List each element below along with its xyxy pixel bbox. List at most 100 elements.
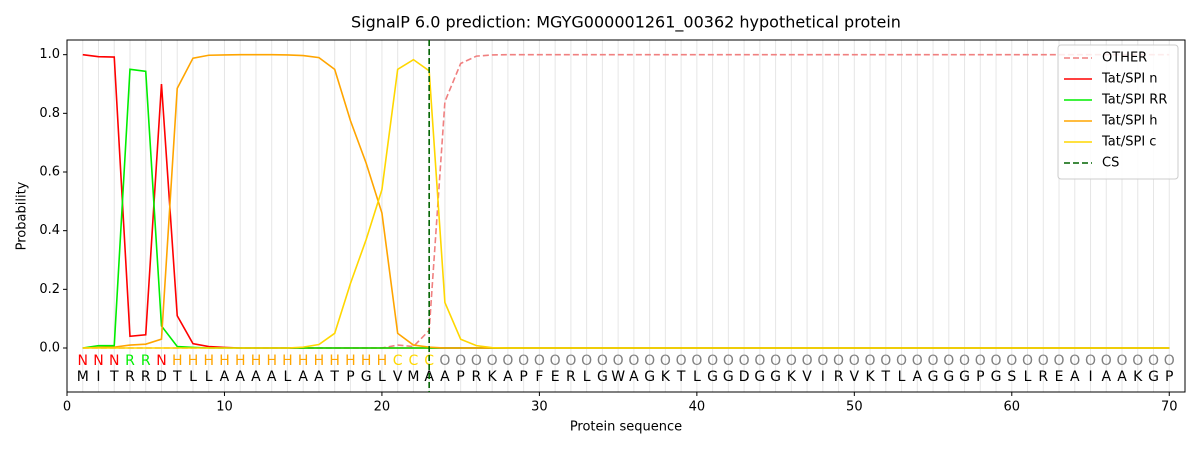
label-letter: O [959,353,970,369]
x-tick-label: 30 [531,400,548,415]
series-line [82,58,1170,349]
label-letter: H [219,353,230,369]
label-letter: O [1006,353,1017,369]
series-line [82,53,1170,349]
label-letter: O [534,353,545,369]
label-letter: O [928,353,939,369]
legend: OTHER Tat/SPI n Tat/SPI RR Tat/SPI h Tat/SPI… [1057,44,1179,180]
label-letter: O [802,353,813,369]
sequence-letter: G [928,369,939,385]
label-letter: O [502,353,513,369]
label-letter: C [409,353,419,369]
sequence-letter: G [597,369,608,385]
sequence-letter: I [821,369,825,385]
y-tick-label: 0.6 [39,165,60,180]
x-tick-label: 0 [63,400,71,415]
legend-label: Tat/SPI RR [1101,93,1167,108]
sequence-letter: R [141,369,151,385]
label-letter: H [314,353,325,369]
x-tick-label: 10 [216,400,233,415]
legend-label: Tat/SPI c [1101,135,1156,150]
sequence-letter: R [834,369,844,385]
label-letter: O [975,353,986,369]
sequence-letter: T [881,369,891,385]
label-letter: H [298,353,309,369]
sequence-letter: E [551,369,560,385]
label-letter: H [203,353,214,369]
label-letter: R [141,353,151,369]
label-letter: C [393,353,403,369]
label-letter: O [439,353,450,369]
sequence-letter: V [393,369,403,385]
sequence-letter: L [898,369,906,385]
sequence-letter: A [1101,369,1111,385]
sequence-letter: G [991,369,1002,385]
sequence-letter: A [251,369,261,385]
label-letter: N [109,353,119,369]
chart-title: SignalP 6.0 prediction: MGYG000001261_00… [351,13,901,33]
label-letter: O [1132,353,1143,369]
sequence-letter: K [787,369,797,385]
sequence-letter: A [503,369,513,385]
sequence-letter: A [298,369,308,385]
label-letter: R [125,353,135,369]
y-tick-label: 0.2 [39,282,60,297]
label-letter: O [487,353,498,369]
label-letter: O [817,353,828,369]
x-tick-label: 60 [1004,400,1021,415]
label-letter: O [896,353,907,369]
sequence-letter: E [1055,369,1064,385]
sequence-letter: K [488,369,498,385]
sequence-letter: G [361,369,372,385]
sequence-letter: K [865,369,875,385]
legend-label: Tat/SPI n [1101,72,1158,87]
sequence-letter: A [1117,369,1127,385]
label-letter: O [754,353,765,369]
label-letter: O [518,353,529,369]
label-letter: O [739,353,750,369]
sequence-letter: L [1024,369,1032,385]
sequence-letter: P [346,369,354,385]
label-letter: O [1164,353,1175,369]
label-letter: O [613,353,624,369]
sequence-letter: G [959,369,970,385]
label-letter: O [581,353,592,369]
label-letter: O [644,353,655,369]
label-letter: H [377,353,388,369]
sequence-letter: A [267,369,277,385]
label-letter: O [1038,353,1049,369]
plot-frame [66,39,1186,393]
label-letter: O [1116,353,1127,369]
x-tick-label: 40 [689,400,706,415]
sequence-letter: A [629,369,639,385]
label-letter: O [1022,353,1033,369]
sequence-letter: T [676,369,686,385]
sequence-letter: P [519,369,527,385]
sequence-letter: G [1148,369,1159,385]
sequence-letter: L [693,369,701,385]
label-letter: O [1148,353,1159,369]
label-letter: O [991,353,1002,369]
sequence-letter: F [535,369,543,385]
sequence-letter: A [1070,369,1080,385]
sequence-letter: L [205,369,213,385]
sequence-letter: A [913,369,923,385]
sequence-letter: P [976,369,984,385]
label-letter: H [266,353,277,369]
label-letter: O [1054,353,1065,369]
sequence-letter: K [1133,369,1143,385]
x-tick-label: 50 [846,400,863,415]
label-letter: H [235,353,246,369]
label-letter: N [93,353,103,369]
sequence-letter: R [566,369,576,385]
sequence-letter: A [314,369,324,385]
label-letter: O [565,353,576,369]
label-letter: H [172,353,183,369]
sequence-letter: A [440,369,450,385]
sequence-letter: P [456,369,464,385]
sequence-letter: M [407,369,419,385]
label-letter: O [1101,353,1112,369]
legend-label: OTHER [1102,51,1147,66]
label-letter: O [597,353,608,369]
